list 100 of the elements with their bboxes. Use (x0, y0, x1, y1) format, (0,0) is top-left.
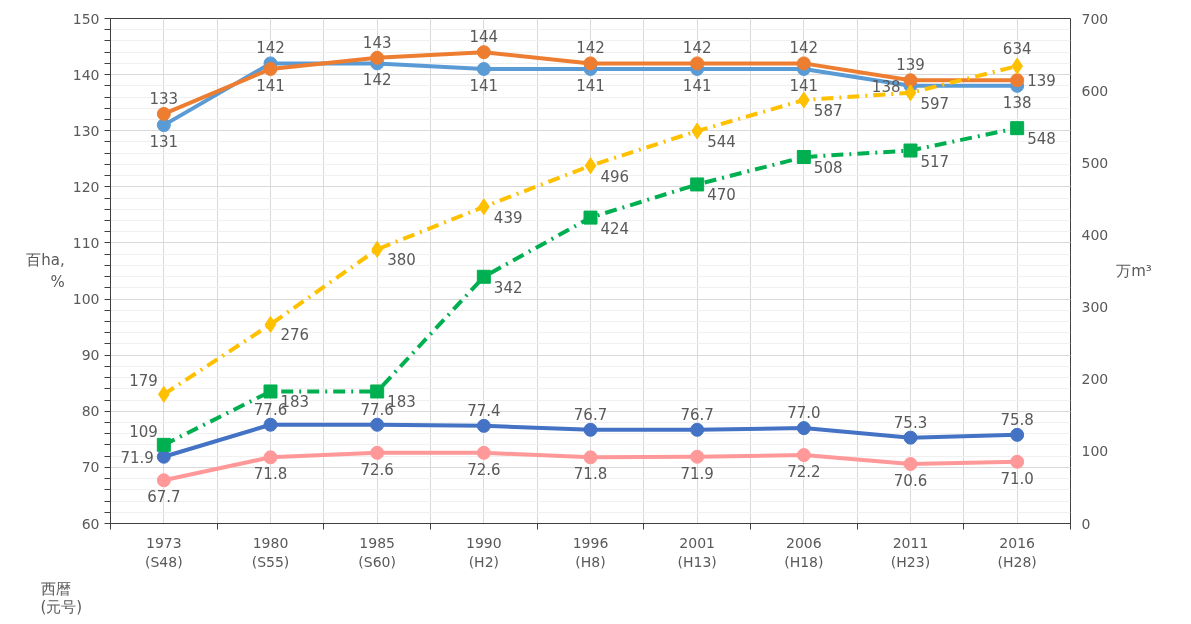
point (476, 445, 491, 460)
y-tick-label: 80 (81, 403, 100, 420)
data-label: 141 (469, 77, 499, 95)
data-label: 71.8 (253, 465, 288, 484)
data-label: 142 (362, 71, 392, 90)
point (583, 422, 598, 437)
data-label: 76.7 (573, 405, 608, 424)
data-label: 144 (469, 28, 499, 47)
point (370, 417, 385, 432)
data-label: 142 (256, 39, 285, 58)
data-label: 142 (682, 39, 712, 58)
y2-tick-label: 700 (1081, 10, 1109, 27)
data-label: 141 (256, 77, 285, 95)
x-tick-label: 1973 (S48) (145, 534, 183, 570)
data-label: 508 (813, 159, 843, 178)
data-label: 71.9 (120, 448, 154, 467)
data-label: 544 (707, 133, 736, 152)
data-label: 548 (1027, 130, 1056, 149)
point (903, 73, 918, 88)
point (583, 450, 598, 465)
data-label: 131 (149, 133, 179, 152)
data-label: 142 (576, 39, 605, 58)
data-label: 71.0 (1000, 469, 1034, 488)
y-tick-label: 130 (72, 122, 100, 139)
x-tick-label: 1980 (S55) (251, 534, 290, 570)
point (156, 437, 171, 452)
point (903, 457, 918, 472)
point (476, 418, 491, 433)
y2-axis-title: 万m³ (1116, 262, 1152, 280)
data-label: 76.7 (680, 405, 714, 424)
data-label: 67.7 (147, 488, 181, 507)
data-label: 342 (493, 278, 523, 297)
data-label: 424 (600, 219, 630, 238)
point (903, 430, 918, 445)
point (156, 473, 171, 488)
data-label: 77.4 (467, 401, 501, 420)
point (263, 450, 278, 465)
x-axis-title: 西暦 (元号) (40, 579, 83, 616)
point (370, 384, 385, 399)
y2-tick-label: 500 (1081, 154, 1109, 171)
x-tick-label: 2016 (H28) (997, 534, 1037, 570)
point (584, 157, 597, 175)
point (370, 50, 385, 65)
point (156, 118, 171, 133)
point (476, 45, 491, 60)
x-tick-label: 1996 (H8) (572, 534, 609, 570)
data-label: 133 (149, 89, 179, 108)
point (1010, 73, 1025, 88)
point (796, 421, 811, 436)
data-label: 517 (920, 152, 950, 171)
point (904, 84, 917, 102)
point (263, 384, 278, 399)
data-label: 139 (1027, 72, 1056, 91)
point (1010, 454, 1025, 469)
data-label: 75.3 (893, 413, 928, 432)
data-label: 72.2 (787, 463, 821, 482)
data-label: 496 (600, 167, 630, 186)
point (690, 177, 705, 192)
data-label: 72.6 (360, 460, 394, 479)
point (156, 106, 171, 121)
data-label: 141 (682, 77, 712, 95)
y2-tick-label: 0 (1081, 515, 1091, 532)
data-label: 109 (129, 422, 158, 441)
y-tick-label: 110 (72, 234, 100, 251)
point (476, 269, 491, 284)
point (1010, 121, 1025, 136)
data-label: 71.8 (573, 465, 608, 484)
y2-tick-label: 200 (1081, 371, 1109, 388)
point (263, 62, 278, 76)
y-tick-label: 70 (81, 459, 100, 476)
data-label: 634 (1002, 40, 1032, 59)
y-tick-label: 90 (81, 347, 100, 364)
point (690, 449, 705, 464)
data-label: 70.6 (893, 472, 928, 491)
y-axis-title: 百ha, % (26, 251, 65, 291)
data-label: 142 (789, 39, 819, 58)
point (690, 56, 705, 71)
data-label: 179 (129, 372, 158, 391)
point (583, 56, 598, 71)
y-tick-label: 120 (72, 178, 100, 195)
y-tick-label: 60 (81, 515, 100, 532)
y2-tick-label: 600 (1081, 82, 1109, 99)
point (903, 143, 918, 158)
x-tick-label: 2011 (H23) (890, 534, 931, 570)
data-label: 439 (493, 208, 523, 227)
point (1010, 427, 1025, 442)
y-tick-label: 140 (72, 66, 100, 83)
point (690, 422, 705, 437)
y2-tick-label: 100 (1081, 443, 1109, 460)
data-label: 75.8 (1000, 410, 1034, 429)
y2-tick-label: 300 (1081, 299, 1109, 316)
point (583, 210, 598, 225)
data-label: 276 (280, 326, 310, 345)
x-tick-label: 1985 (S60) (358, 534, 396, 570)
data-label: 138 (1002, 93, 1032, 112)
point (796, 150, 811, 165)
y-tick-label: 150 (72, 10, 100, 27)
y2-tick-label: 400 (1081, 226, 1109, 243)
data-label: 380 (387, 251, 416, 270)
point (796, 448, 811, 463)
